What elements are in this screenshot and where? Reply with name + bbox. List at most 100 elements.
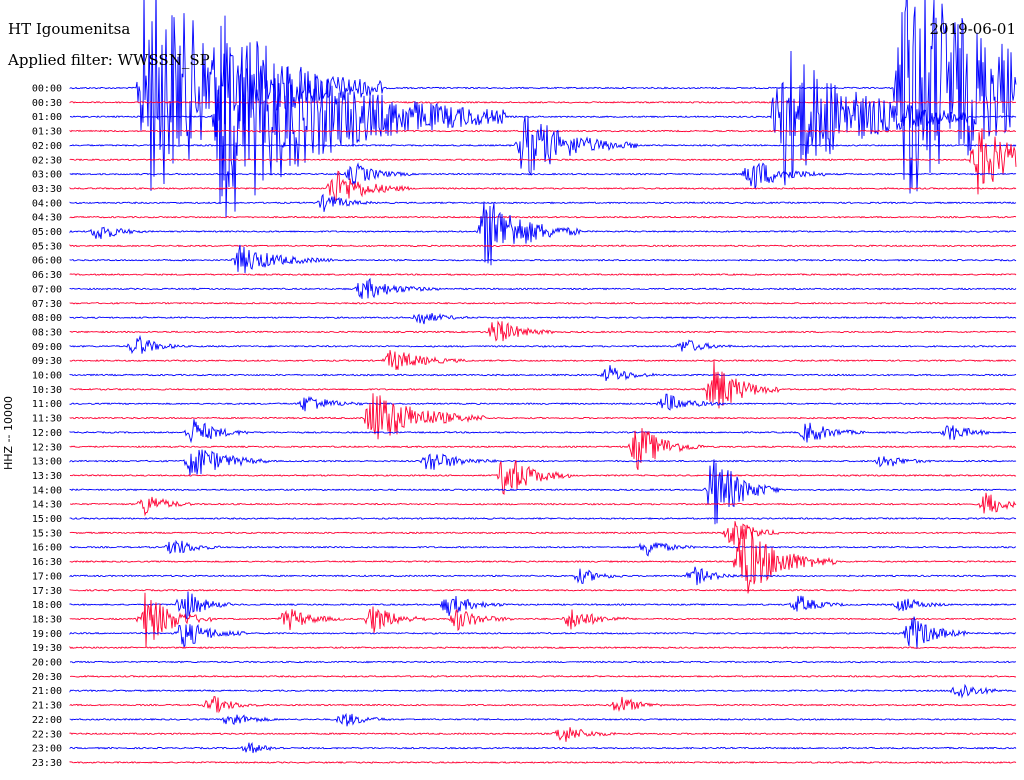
trace-line-6 [69,162,1017,189]
tick-label-26: 13:00 [32,457,62,468]
trace-line-8 [69,193,1017,212]
tick-label-7: 03:30 [32,184,62,195]
trace-line-13 [69,273,1017,276]
tick-label-18: 09:00 [32,342,62,353]
tick-label-35: 17:30 [32,586,62,597]
station-title: HT Igoumenitsa [8,20,131,38]
trace-line-15 [69,301,1017,305]
tick-label-6: 03:00 [32,170,62,181]
trace-line-12 [69,244,1017,274]
tick-label-1: 00:30 [32,98,62,109]
trace-line-26 [69,449,1017,476]
tick-label-17: 08:30 [32,327,62,338]
tick-label-24: 12:00 [32,428,62,439]
trace-line-5 [69,128,1017,195]
trace-line-21 [69,359,1017,409]
tick-label-5: 02:30 [32,155,62,166]
trace-line-34 [69,566,1017,586]
trace-line-42 [69,683,1017,699]
trace-line-14 [69,277,1017,299]
tick-label-15: 07:30 [32,299,62,310]
trace-line-28 [69,459,1017,525]
tick-label-12: 06:00 [32,256,62,267]
trace-line-4 [69,115,1017,176]
trace-line-25 [69,428,1016,470]
trace-line-0 [69,0,1017,194]
trace-line-36 [69,591,1017,620]
tick-label-13: 06:30 [32,270,62,281]
trace-line-37 [69,592,1017,648]
tick-label-28: 14:00 [32,485,62,496]
tick-label-25: 12:30 [32,442,62,453]
trace-line-22 [69,393,1017,412]
tick-label-22: 11:00 [32,399,62,410]
trace-line-2 [69,15,1017,218]
trace-line-41 [69,674,1017,678]
trace-line-17 [69,320,1016,342]
trace-line-16 [69,312,1017,325]
trace-line-39 [69,645,1017,650]
trace-line-24 [69,419,1017,444]
tick-label-8: 04:00 [32,198,62,209]
tick-label-4: 02:00 [32,141,62,152]
trace-line-23 [69,393,1017,440]
trace-line-35 [69,588,1017,592]
tick-label-38: 19:00 [32,629,62,640]
tick-label-37: 18:30 [32,614,62,625]
trace-line-10 [69,201,1017,266]
tick-label-3: 01:30 [32,127,62,138]
trace-line-1 [69,100,1017,104]
trace-line-30 [69,517,1017,520]
tick-label-46: 23:00 [32,744,62,755]
trace-line-3 [69,129,1017,133]
trace-line-7 [69,170,1017,202]
trace-line-18 [69,334,1017,355]
trace-line-9 [69,215,1017,219]
date-label: 2019-06-01 [929,20,1016,38]
tick-label-40: 20:00 [32,658,62,669]
trace-line-11 [69,244,1017,248]
trace-line-43 [69,696,1017,714]
tick-label-11: 05:30 [32,241,62,252]
tick-label-39: 19:30 [32,643,62,654]
tick-label-43: 21:30 [32,701,62,712]
tick-label-20: 10:00 [32,371,62,382]
channel-label: HHZ -- 10000 [2,395,15,470]
tick-label-45: 22:30 [32,729,62,740]
trace-line-32 [69,539,1017,557]
tick-label-2: 01:00 [32,112,62,123]
tick-label-10: 05:00 [32,227,62,238]
trace-line-19 [69,350,1017,371]
tick-label-14: 07:00 [32,284,62,295]
tick-label-47: 23:30 [32,758,62,769]
trace-line-45 [69,727,1017,742]
tick-label-44: 22:00 [32,715,62,726]
tick-label-19: 09:30 [32,356,62,367]
tick-label-29: 14:30 [32,500,62,511]
tick-label-27: 13:30 [32,471,62,482]
trace-line-46 [69,742,1017,754]
tick-label-31: 15:30 [32,528,62,539]
tick-label-9: 04:30 [32,213,62,224]
trace-line-40 [69,660,1016,664]
trace-line-27 [69,459,1017,495]
trace-line-47 [69,761,1017,764]
tick-label-21: 10:30 [32,385,62,396]
tick-label-0: 00:00 [32,84,62,95]
seismic-traces [69,0,1017,764]
trace-line-20 [69,365,1017,382]
tick-label-42: 21:00 [32,686,62,697]
trace-line-31 [69,521,1017,546]
tick-label-30: 15:00 [32,514,62,525]
tick-label-23: 11:30 [32,414,62,425]
time-tick-labels: 00:00 00:30 01:00 01:30 02:00 02:30 03:00 03:30… [32,84,62,769]
tick-label-34: 17:00 [32,571,62,582]
trace-line-44 [69,712,1017,727]
trace-line-38 [69,616,1017,649]
filter-label: Applied filter: WWSSN_SP [8,51,210,69]
trace-line-33 [69,529,1017,594]
tick-label-33: 16:30 [32,557,62,568]
tick-label-32: 16:00 [32,543,62,554]
trace-line-29 [70,492,1017,517]
